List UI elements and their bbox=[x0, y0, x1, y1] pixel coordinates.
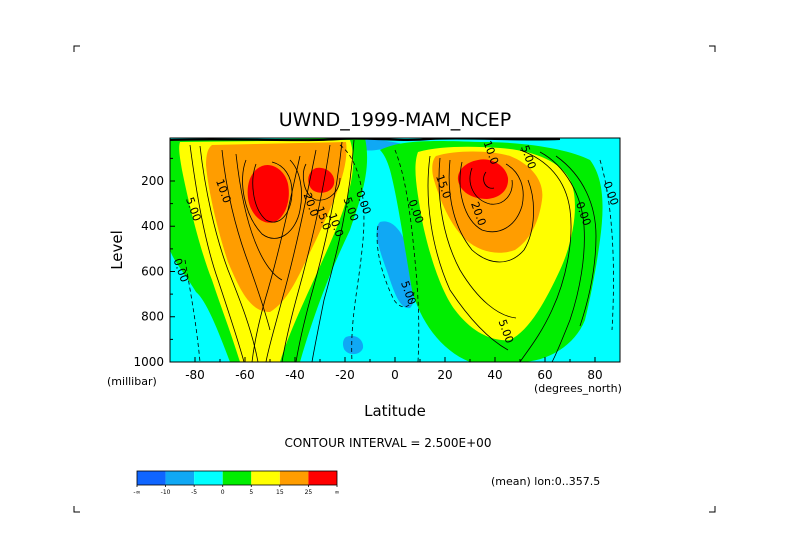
x-tick-label: 40 bbox=[487, 368, 502, 382]
y-axis: 200 400 600 800 1000 bbox=[133, 157, 175, 369]
region-nh-red bbox=[457, 159, 509, 199]
colorbar: -∞ -10 -5 0 5 15 25 ∞ bbox=[133, 470, 340, 496]
colorbar-bin bbox=[222, 471, 252, 485]
y-tick-label: 200 bbox=[141, 174, 164, 188]
colorbar-bin bbox=[251, 471, 280, 485]
x-tick-label: 0 bbox=[391, 368, 399, 382]
x-tick-label: 60 bbox=[537, 368, 552, 382]
x-axis: -80 -60 -40 -20 0 20 40 60 80 bbox=[169, 357, 621, 382]
colorbar-bin bbox=[308, 471, 337, 485]
colorbar-label: 25 bbox=[305, 489, 313, 496]
colorbar-bin bbox=[165, 471, 195, 485]
x-tick-label: -80 bbox=[185, 368, 205, 382]
y-axis-title: Level bbox=[108, 230, 126, 270]
mean-text: (mean) lon:0..357.5 bbox=[491, 475, 600, 488]
x-tick-label: -60 bbox=[235, 368, 255, 382]
colorbar-label: -10 bbox=[161, 489, 171, 496]
colorbar-label: -∞ bbox=[133, 489, 140, 496]
contour-interval-text: CONTOUR INTERVAL = 2.500E+00 bbox=[285, 436, 492, 450]
y-tick-label: 400 bbox=[141, 219, 164, 233]
x-tick-label: 80 bbox=[587, 368, 602, 382]
y-tick-label: 1000 bbox=[133, 355, 164, 369]
top-contour-cluster bbox=[170, 138, 561, 142]
colorbar-label: 0 bbox=[221, 489, 225, 496]
x-tick-label: 20 bbox=[437, 368, 452, 382]
y-tick-label: 800 bbox=[141, 310, 164, 324]
y-units-label: (millibar) bbox=[107, 375, 157, 388]
colorbar-label: 15 bbox=[276, 489, 284, 496]
colorbar-label: 5 bbox=[249, 489, 253, 496]
colorbar-bin bbox=[279, 471, 309, 485]
colorbar-label: -5 bbox=[191, 489, 197, 496]
colorbar-label: ∞ bbox=[335, 489, 340, 496]
colorbar-frame bbox=[136, 470, 338, 486]
dashed-contours bbox=[184, 144, 614, 362]
colorbar-bin bbox=[137, 471, 166, 485]
region-easterly-low bbox=[342, 335, 364, 355]
x-tick-label: -20 bbox=[335, 368, 355, 382]
contour-lines bbox=[189, 139, 597, 362]
x-tick-label: -40 bbox=[285, 368, 305, 382]
x-axis-title: Latitude bbox=[364, 402, 426, 420]
corner-marks bbox=[73, 45, 716, 513]
chart-title: UWND_1999-MAM_NCEP bbox=[279, 109, 511, 131]
x-units-label: (degrees_north) bbox=[534, 382, 622, 395]
region-sh-red-secondary bbox=[308, 167, 335, 193]
y-tick-label: 600 bbox=[141, 264, 164, 278]
colorbar-bin bbox=[194, 471, 223, 485]
